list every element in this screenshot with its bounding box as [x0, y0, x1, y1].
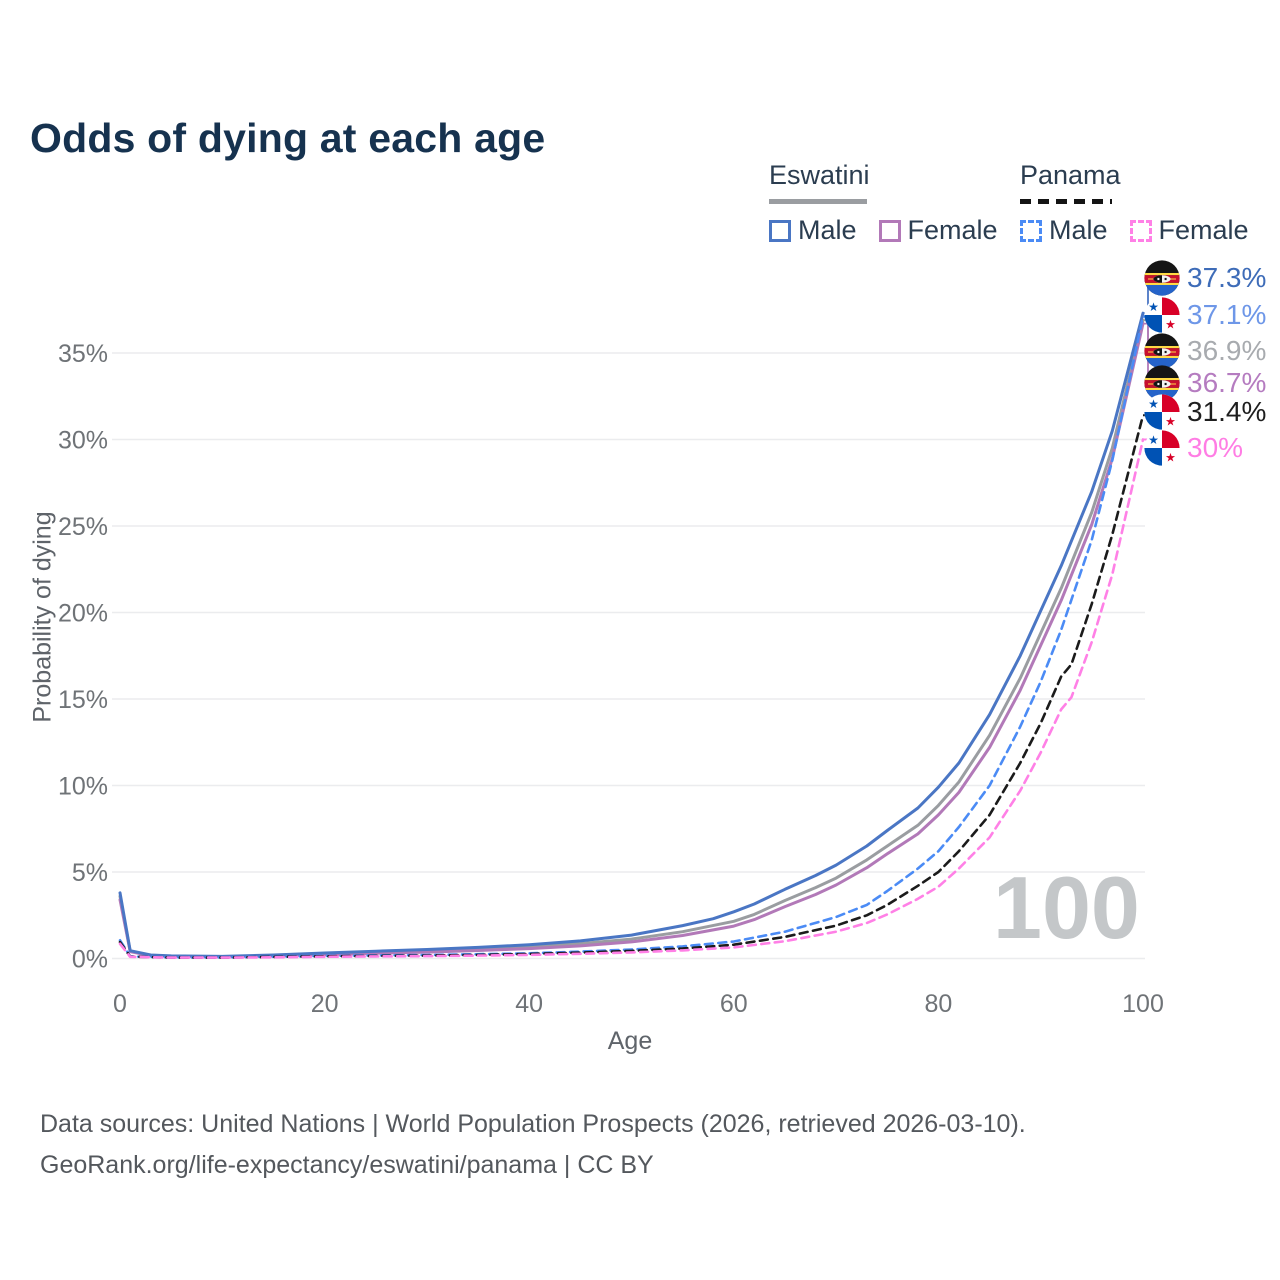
eswatini-flag-icon	[1144, 333, 1180, 369]
end-label-panama-male: ★ ★ 37.1%	[1144, 297, 1266, 333]
svg-text:★: ★	[1165, 450, 1176, 464]
series-line-panama-all[interactable]	[118, 413, 1145, 959]
x-tick-label: 80	[924, 990, 952, 1018]
georank-url-line: GeoRank.org/life-expectancy/eswatini/pan…	[40, 1151, 654, 1179]
legend-item-panama-male[interactable]: Male	[1020, 215, 1108, 246]
end-value: 31.4%	[1187, 396, 1267, 427]
series-line-eswatini-female[interactable]	[118, 322, 1145, 959]
eswatini-solid-line-icon	[769, 199, 867, 204]
y-tick-label: 30%	[58, 427, 108, 455]
y-tick-label: 0%	[72, 946, 108, 974]
y-tick-label: 25%	[58, 513, 108, 541]
legend-label: Male	[1049, 215, 1108, 245]
end-label-panama-female: ★ ★ 30%	[1144, 430, 1243, 466]
svg-text:★: ★	[1165, 317, 1176, 331]
legend-header-eswatini[interactable]: Eswatini	[769, 160, 870, 190]
legend-label: Female	[907, 215, 998, 245]
attribution-footer: Data sources: United Nations | World Pop…	[40, 1104, 1026, 1186]
legend-item-panama-female[interactable]: Female	[1129, 215, 1249, 246]
eswatini-flag-icon	[1144, 260, 1180, 296]
legend-item-eswatini-female[interactable]: Female	[878, 215, 998, 246]
end-label-eswatini-all: 36.9%	[1144, 333, 1266, 369]
data-sources-line: Data sources: United Nations | World Pop…	[40, 1110, 1026, 1138]
end-label-eswatini-female: 36.7%	[1144, 365, 1266, 401]
eswatini-female-swatch-icon	[878, 219, 901, 242]
legend-label: Male	[798, 215, 857, 245]
legend-group-eswatini: Eswatini Male Female	[769, 160, 998, 246]
legend-header-panama[interactable]: Panama	[1020, 160, 1121, 190]
eswatini-male-swatch-icon	[769, 219, 791, 242]
panama-flag-icon: ★ ★	[1144, 297, 1180, 333]
series-line-eswatini-male[interactable]	[118, 311, 1145, 958]
x-tick-label: 40	[515, 990, 543, 1018]
series-line-panama-male[interactable]	[118, 315, 1145, 959]
y-axis-title: Probability of dying	[28, 511, 57, 723]
svg-text:★: ★	[1148, 433, 1159, 447]
svg-text:★: ★	[1148, 300, 1159, 314]
legend-label: Female	[1158, 215, 1249, 245]
x-axis-title: Age	[607, 1027, 653, 1055]
y-tick-label: 10%	[58, 773, 108, 801]
end-value: 30%	[1187, 432, 1244, 463]
series-line-eswatini-all[interactable]	[118, 318, 1145, 959]
end-label-eswatini-male: 37.3%	[1144, 260, 1266, 296]
x-tick-label: 0	[113, 990, 127, 1018]
end-label-panama-all: ★ ★ 31.4%	[1144, 394, 1266, 430]
end-value: 36.9%	[1187, 335, 1267, 366]
age-watermark: 100	[993, 858, 1140, 957]
page-title: Odds of dying at each age	[30, 115, 546, 162]
panama-male-swatch-icon	[1020, 219, 1042, 242]
y-tick-label: 5%	[72, 859, 108, 887]
svg-text:★: ★	[1148, 397, 1159, 411]
end-value: 36.7%	[1187, 367, 1267, 398]
panama-flag-icon: ★ ★	[1144, 394, 1180, 430]
x-tick-label: 60	[720, 990, 748, 1018]
legend-group-panama: Panama Male Female	[1020, 160, 1249, 246]
panama-flag-icon: ★ ★	[1144, 430, 1180, 466]
y-tick-label: 20%	[58, 600, 108, 628]
y-tick-label: 35%	[58, 340, 108, 368]
end-value: 37.1%	[1187, 299, 1267, 330]
legend-item-eswatini-male[interactable]: Male	[769, 215, 857, 246]
end-value: 37.3%	[1187, 262, 1267, 293]
panama-female-swatch-icon	[1129, 219, 1152, 242]
x-tick-label: 20	[311, 990, 339, 1018]
series-line-panama-female[interactable]	[118, 438, 1145, 959]
panama-dashed-line-icon	[1020, 199, 1112, 204]
y-tick-label: 15%	[58, 686, 108, 714]
x-tick-label: 100	[1122, 990, 1164, 1018]
svg-text:★: ★	[1165, 414, 1176, 428]
